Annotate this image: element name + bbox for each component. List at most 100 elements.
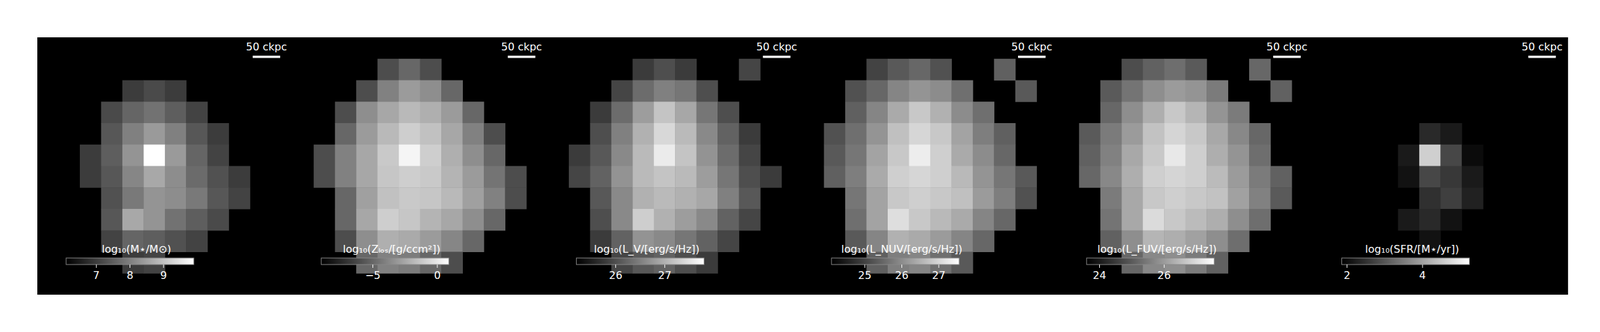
cell xyxy=(866,123,889,145)
panel: 50 ckpclog₁₀(SFR/[M⋆/yr])24 xyxy=(1342,40,1563,282)
cell xyxy=(1078,144,1101,167)
cell xyxy=(1228,208,1250,231)
cell xyxy=(993,187,1016,209)
cell xyxy=(1206,144,1229,167)
colorbar-tick-label: −5 xyxy=(365,269,382,282)
cell xyxy=(1440,208,1462,231)
cell xyxy=(993,123,1016,145)
colorbar-tick-label: 7 xyxy=(92,269,100,282)
scale-label: 50 ckpc xyxy=(1011,40,1053,54)
scale-bar xyxy=(762,55,791,59)
cell xyxy=(674,208,697,231)
cell xyxy=(739,123,761,145)
cell xyxy=(1206,187,1229,209)
cell xyxy=(164,208,187,231)
cell xyxy=(632,58,655,81)
cell xyxy=(1163,208,1186,231)
cell xyxy=(398,144,421,167)
cell xyxy=(1121,166,1144,188)
cell xyxy=(1143,144,1165,167)
cell xyxy=(1249,187,1271,209)
colorbar-label: log₁₀(L_V/[erg/s/Hz]) xyxy=(593,242,700,256)
cell xyxy=(1143,101,1165,124)
cell xyxy=(185,208,208,231)
cell xyxy=(420,80,442,103)
cell xyxy=(845,208,867,231)
cell xyxy=(398,166,421,188)
cell xyxy=(1163,166,1186,188)
cell xyxy=(993,208,1016,231)
cell xyxy=(143,144,165,167)
cell xyxy=(228,166,251,188)
cell xyxy=(462,187,485,209)
scale-bar xyxy=(1018,55,1046,59)
cell xyxy=(1228,230,1250,253)
cell xyxy=(1163,58,1186,81)
cell xyxy=(696,144,719,167)
scale-label: 50 ckpc xyxy=(1521,40,1563,54)
cell xyxy=(993,58,1016,81)
scale-bar xyxy=(1273,55,1301,59)
cell xyxy=(1461,144,1484,167)
cell xyxy=(824,166,846,188)
cell xyxy=(1228,166,1250,188)
cell xyxy=(1419,208,1441,231)
cell xyxy=(845,80,867,103)
cell xyxy=(164,166,187,188)
cell xyxy=(207,208,230,231)
scale-label: 50 ckpc xyxy=(1266,40,1308,54)
cell xyxy=(930,144,952,167)
colorbar-tick-label: 26 xyxy=(894,269,909,282)
colorbar-tick-label: 25 xyxy=(858,269,872,282)
colorbar-tick xyxy=(163,264,164,268)
cell xyxy=(908,166,931,188)
cell xyxy=(972,101,995,124)
colorbar-tick-label: 27 xyxy=(932,269,946,282)
cell xyxy=(356,166,378,188)
cell xyxy=(420,208,442,231)
cell xyxy=(739,208,761,231)
cell xyxy=(930,101,952,124)
cell xyxy=(674,80,697,103)
colorbar-tick-label: 0 xyxy=(434,269,441,282)
cell xyxy=(1078,123,1101,145)
cell xyxy=(887,187,910,209)
cell xyxy=(462,230,485,253)
cell xyxy=(1270,187,1293,209)
cell xyxy=(1100,166,1123,188)
cell xyxy=(313,144,336,167)
scale-bar xyxy=(252,55,281,59)
cell xyxy=(143,80,165,103)
scale-label: 50 ckpc xyxy=(756,40,797,54)
cell xyxy=(377,80,400,103)
cell xyxy=(420,123,442,145)
colorbar-tick xyxy=(864,264,865,268)
cell xyxy=(1078,166,1101,188)
cell xyxy=(1163,101,1186,124)
cell xyxy=(993,166,1016,188)
cell xyxy=(887,144,910,167)
cell xyxy=(972,166,995,188)
cell xyxy=(632,80,655,103)
cell xyxy=(164,144,187,167)
colorbar-tick-label: 27 xyxy=(657,269,672,282)
cell xyxy=(739,187,761,209)
cell xyxy=(930,80,952,103)
cell xyxy=(441,101,463,124)
cell xyxy=(930,58,952,81)
colorbar-tick xyxy=(1099,264,1100,268)
cell xyxy=(1143,166,1165,188)
panel: 50 ckpclog₁₀(Zₗₒₛ/[g/ccm²])−50 xyxy=(313,40,543,282)
cell xyxy=(335,187,357,209)
cell xyxy=(696,101,719,124)
cell xyxy=(185,123,208,145)
colorbar-tick-label: 24 xyxy=(1092,269,1106,282)
cell xyxy=(420,144,442,167)
cell xyxy=(568,144,591,167)
cell xyxy=(1185,123,1208,145)
cell xyxy=(185,187,208,209)
cell xyxy=(1121,208,1144,231)
cell xyxy=(930,123,952,145)
colorbar-tick xyxy=(901,264,903,268)
cell xyxy=(164,101,187,124)
